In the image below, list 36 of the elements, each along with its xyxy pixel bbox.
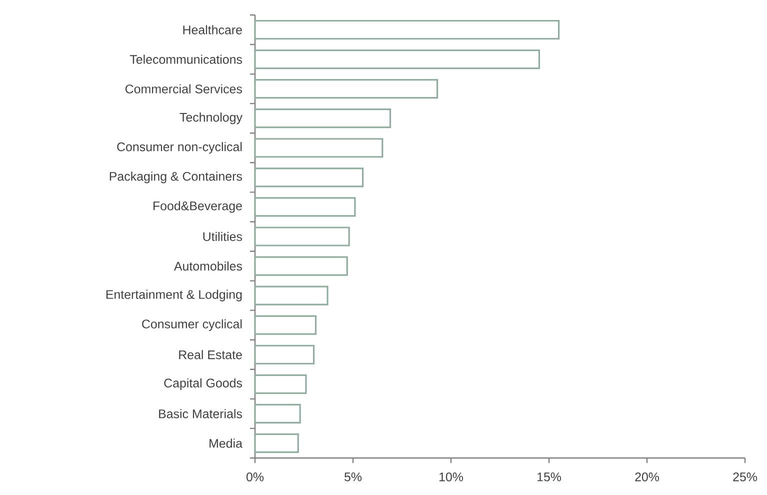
x-tick-label: 25% bbox=[733, 472, 758, 482]
bar bbox=[254, 197, 356, 217]
y-tick-label: Capital Goods bbox=[164, 378, 242, 390]
bar bbox=[254, 374, 307, 394]
bar bbox=[254, 79, 438, 99]
y-tick-label: Media bbox=[210, 438, 242, 448]
bar bbox=[254, 20, 560, 40]
y-tick-label: Basic Materials bbox=[159, 409, 242, 418]
bar bbox=[254, 315, 317, 335]
y-tick-label: Food&Beverage bbox=[154, 201, 242, 213]
y-tick-label: Utilities bbox=[203, 232, 242, 242]
bar bbox=[254, 344, 315, 364]
y-tick-label: Telecommunications bbox=[130, 54, 242, 64]
bar bbox=[254, 49, 540, 70]
bar bbox=[254, 138, 384, 158]
bar bbox=[254, 404, 301, 424]
bar bbox=[254, 168, 364, 188]
x-tick-label: 20% bbox=[635, 472, 660, 482]
x-tick-label: 0% bbox=[246, 472, 264, 482]
y-tick-label: Healthcare bbox=[183, 25, 242, 34]
y-tick-label: Real Estate bbox=[179, 350, 242, 360]
y-tick-label: Automobiles bbox=[174, 261, 242, 271]
x-tick-label: 10% bbox=[440, 472, 464, 482]
y-tick-label: Commercial Services bbox=[125, 84, 242, 94]
y-tick-label: Consumer cyclical bbox=[142, 319, 242, 331]
bar bbox=[254, 226, 350, 246]
bar bbox=[254, 108, 392, 128]
bar bbox=[254, 433, 299, 454]
x-tick-label: 5% bbox=[344, 472, 362, 482]
y-tick-label: Packaging & Containers bbox=[110, 172, 242, 184]
x-tick-label: 15% bbox=[538, 472, 562, 482]
y-tick-label: Technology bbox=[180, 112, 242, 124]
y-tick-label: Entertainment & Lodging bbox=[106, 290, 242, 302]
bar bbox=[254, 256, 348, 276]
bar bbox=[254, 286, 328, 306]
y-tick-label: Consumer non-cyclical bbox=[117, 142, 242, 154]
